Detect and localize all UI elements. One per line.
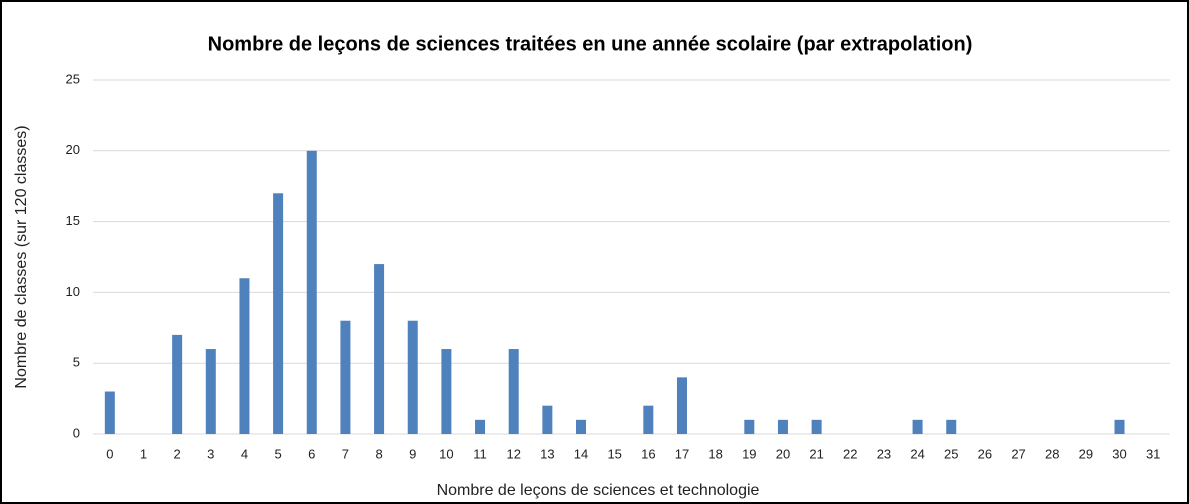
bar	[239, 278, 250, 434]
bar	[172, 334, 183, 434]
x-tick-label: 24	[910, 446, 924, 461]
x-tick-label: 4	[241, 446, 248, 461]
x-tick-label: 29	[1079, 446, 1093, 461]
x-tick-label: 15	[607, 446, 621, 461]
x-tick-label: 13	[540, 446, 554, 461]
x-tick-label: 11	[473, 446, 487, 461]
bar	[643, 405, 654, 434]
x-tick-label: 20	[776, 446, 790, 461]
bar	[475, 419, 486, 434]
x-tick-label: 17	[675, 446, 689, 461]
x-tick-label: 23	[877, 446, 891, 461]
y-axis-title: Nombre de classes (sur 120 classes)	[13, 125, 30, 388]
y-tick-label: 20	[66, 142, 80, 157]
bar	[1114, 419, 1125, 434]
bar	[542, 405, 553, 434]
x-tick-label: 26	[978, 446, 992, 461]
x-tick-label: 18	[708, 446, 722, 461]
x-tick-label: 14	[574, 446, 588, 461]
x-tick-label: 22	[843, 446, 857, 461]
bar	[777, 419, 788, 434]
bar	[273, 193, 284, 434]
bar	[811, 419, 822, 434]
x-tick-label: 19	[742, 446, 756, 461]
chart-title: Nombre de leçons de sciences traitées en…	[208, 33, 973, 55]
x-tick-label: 1	[140, 446, 147, 461]
x-tick-label: 25	[944, 446, 958, 461]
x-tick-label: 0	[106, 446, 113, 461]
x-tick-label: 12	[506, 446, 520, 461]
y-tick-label: 25	[66, 71, 80, 86]
x-tick-label: 9	[409, 446, 416, 461]
y-tick-label: 5	[73, 355, 80, 370]
x-tick-label: 2	[174, 446, 181, 461]
x-tick-label: 16	[641, 446, 655, 461]
bar	[676, 377, 687, 434]
x-tick-label: 21	[809, 446, 823, 461]
bar	[340, 320, 351, 434]
bar	[306, 150, 317, 435]
bar	[441, 349, 452, 434]
x-tick-label: 31	[1146, 446, 1160, 461]
bar	[407, 320, 418, 434]
x-tick-label: 30	[1112, 446, 1126, 461]
x-tick-label: 28	[1045, 446, 1059, 461]
bar	[912, 419, 923, 434]
bar	[205, 349, 216, 434]
bar	[576, 419, 587, 434]
x-tick-label: 5	[274, 446, 281, 461]
x-tick-label: 27	[1011, 446, 1025, 461]
y-tick-label: 15	[66, 213, 80, 228]
x-tick-label: 6	[308, 446, 315, 461]
y-tick-label: 0	[73, 425, 80, 440]
x-tick-label: 10	[439, 446, 453, 461]
bar	[508, 349, 519, 434]
x-axis-title: Nombre de leçons de sciences et technolo…	[437, 482, 760, 499]
bar	[104, 391, 115, 434]
bar	[744, 419, 755, 434]
bar	[374, 264, 385, 434]
x-tick-label: 8	[375, 446, 382, 461]
bar	[946, 419, 957, 434]
x-tick-label: 7	[342, 446, 349, 461]
y-tick-label: 10	[66, 284, 80, 299]
x-tick-label: 3	[207, 446, 214, 461]
